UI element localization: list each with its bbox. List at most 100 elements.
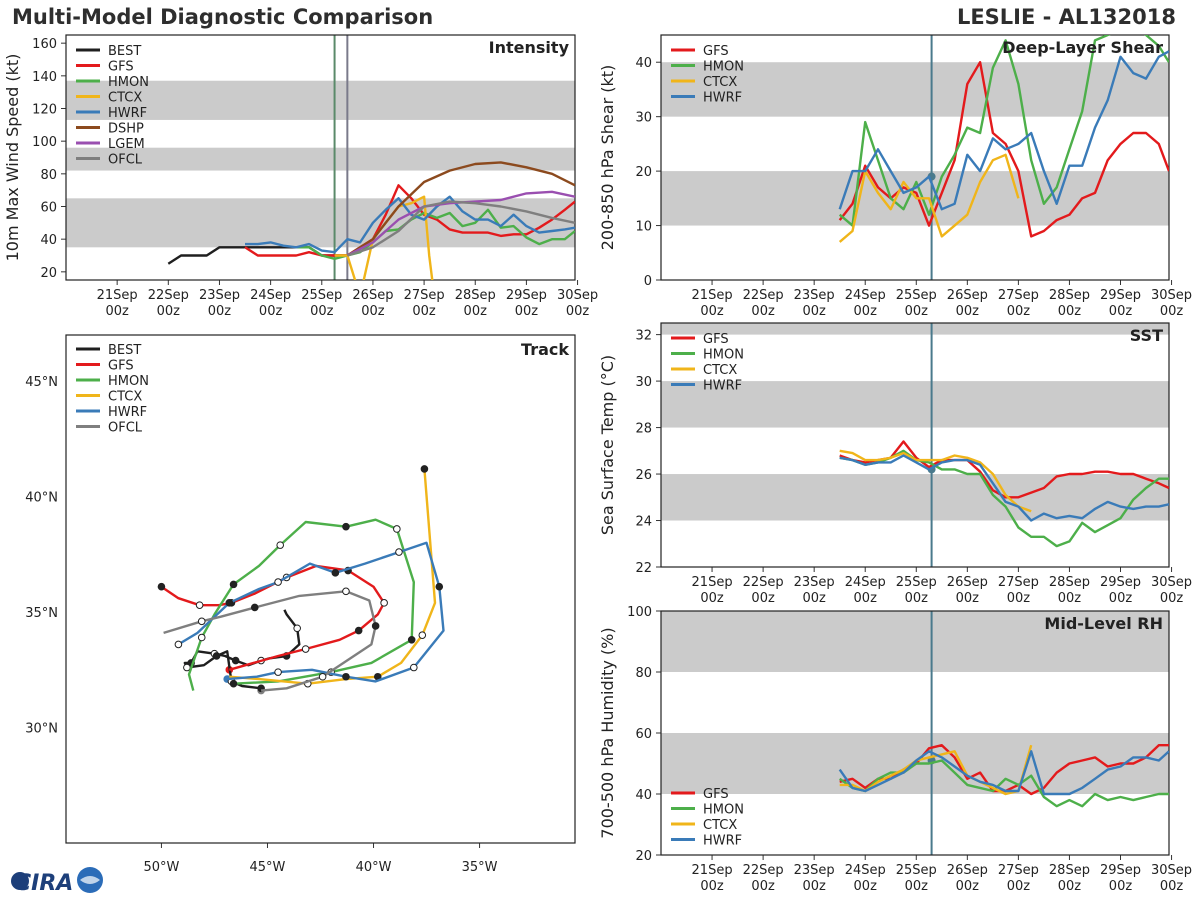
storm-id: LESLIE - AL132018	[956, 5, 1176, 29]
rh-xtick-label: 25Sep	[896, 863, 937, 878]
cira-logo-graphic: CIRA	[11, 867, 103, 896]
intensity-xtick-sublabel: 00z	[464, 304, 488, 319]
shear-legend-label-hwrf: HWRF	[703, 91, 742, 106]
sst-xtick-sublabel: 00z	[905, 591, 929, 606]
rh-series-hmon	[839, 759, 1169, 808]
track-point	[257, 656, 265, 665]
intensity-xtick-label: 30Sep	[557, 288, 598, 303]
track-point	[420, 465, 429, 473]
rh-frame	[660, 610, 1170, 856]
rh-ytick-label: 60	[635, 727, 652, 742]
intensity-legend-label-lgem: LGEM	[108, 137, 145, 152]
intensity-ytick-label: 40	[40, 233, 57, 248]
intensity-xtick-sublabel: 00z	[310, 304, 334, 319]
rh-xtick-sublabel: 00z	[1160, 879, 1184, 894]
track-ytick-label: 35°N	[25, 606, 58, 621]
intensity-ytick-label: 20	[40, 266, 57, 281]
track-point	[282, 573, 291, 582]
intensity-xtick-label: 28Sep	[455, 288, 496, 303]
sst-series-gfs	[839, 440, 1169, 499]
sst-xtick-label: 28Sep	[1049, 575, 1090, 590]
intensity-legend-label-ofcl: OFCL	[108, 153, 143, 168]
track-point	[318, 672, 327, 681]
track-legend-label-best: BEST	[108, 343, 141, 358]
intensity-xtick-sublabel: 00z	[515, 304, 539, 319]
intensity-ytick-label: 120	[32, 103, 57, 118]
intensity-xtick-label: 29Sep	[506, 288, 547, 303]
sst-xtick-label: 24Sep	[845, 575, 886, 590]
track-series-ofcl	[163, 590, 377, 692]
sst-xtick-sublabel: 00z	[1160, 591, 1184, 606]
intensity-xtick-sublabel: 00z	[208, 304, 232, 319]
intensity-ytick-label: 80	[40, 168, 57, 183]
track-start-gfs	[225, 666, 234, 674]
track-point	[274, 668, 282, 676]
rh-xtick-label: 29Sep	[1100, 863, 1141, 878]
sst-ytick-label: 32	[635, 329, 652, 344]
intensity-xtick-sublabel: 00z	[157, 304, 181, 319]
intensity-xtick-sublabel: 00z	[566, 304, 590, 319]
track-point	[342, 587, 350, 596]
rh-series-hwrf	[838, 750, 1169, 796]
track-point	[410, 663, 418, 672]
shear-xtick-label: 25Sep	[896, 288, 937, 303]
sst-xtick-label: 23Sep	[794, 575, 835, 590]
sst-xtick-sublabel: 00z	[854, 591, 878, 606]
rh-xtick-label: 23Sep	[794, 863, 835, 878]
track-point	[282, 652, 291, 660]
intensity-ytick-label: 60	[40, 201, 57, 216]
shear-xtick-sublabel: 00z	[854, 304, 878, 319]
sst-ytick-label: 30	[635, 375, 652, 390]
shear-xtick-label: 30Sep	[1151, 288, 1192, 303]
track-point	[197, 633, 206, 642]
globe-icon	[11, 872, 29, 890]
track-point	[342, 672, 350, 681]
shear-series-group	[838, 35, 1169, 243]
track-point	[225, 599, 234, 607]
shear-series-hmon	[838, 35, 1169, 227]
shear-ytick-label: 20	[635, 165, 652, 180]
track-point	[276, 541, 285, 549]
shear-xtick-label: 23Sep	[794, 288, 835, 303]
rh-xtick-label: 21Sep	[692, 863, 733, 878]
track-frame	[65, 334, 576, 844]
track-legend-label-hmon: HMON	[108, 374, 149, 389]
track-point	[274, 578, 282, 586]
rh-xtick-sublabel: 00z	[802, 879, 826, 894]
intensity-xtick-label: 25Sep	[301, 288, 342, 303]
track-point	[301, 645, 310, 653]
rh-xtick-label: 24Sep	[845, 863, 886, 878]
rh-xtick-label: 26Sep	[947, 863, 988, 878]
rh-ylabel: 700-500 hPa Humidity (%)	[598, 627, 617, 838]
sst-series-group	[839, 440, 1169, 548]
intensity-band	[66, 80, 575, 120]
track-point	[354, 626, 363, 635]
shear-series-ctcx	[838, 153, 1020, 243]
track-point	[212, 652, 221, 660]
intensity-title: Intensity	[489, 38, 570, 57]
sst-band	[661, 323, 1169, 335]
intensity-legend-label-best: BEST	[108, 44, 141, 59]
rh-xtick-sublabel: 00z	[1007, 879, 1031, 894]
track-legend-label-ofcl: OFCL	[108, 421, 143, 436]
shear-xtick-sublabel: 00z	[751, 304, 775, 319]
track-point	[174, 640, 183, 649]
shear-ytick-label: 40	[635, 56, 652, 71]
intensity-legend-label-gfs: GFS	[108, 60, 134, 75]
rh-xtick-label: 30Sep	[1151, 863, 1192, 878]
track-ytick-label: 30°N	[25, 722, 58, 737]
track-point	[407, 636, 416, 644]
track-point	[229, 679, 238, 688]
rh-xtick-sublabel: 00z	[751, 879, 775, 894]
track-point	[183, 663, 191, 672]
intensity-frame	[65, 34, 576, 281]
track-series-best	[183, 609, 301, 690]
rh-xtick-sublabel: 00z	[905, 879, 929, 894]
track-point	[418, 631, 427, 639]
sst-legend-label-gfs: GFS	[703, 332, 729, 347]
track-ytick-label: 40°N	[25, 491, 58, 506]
sst-series-hwrf	[839, 454, 1169, 522]
shear-xtick-label: 28Sep	[1049, 288, 1090, 303]
track-point	[231, 656, 240, 665]
